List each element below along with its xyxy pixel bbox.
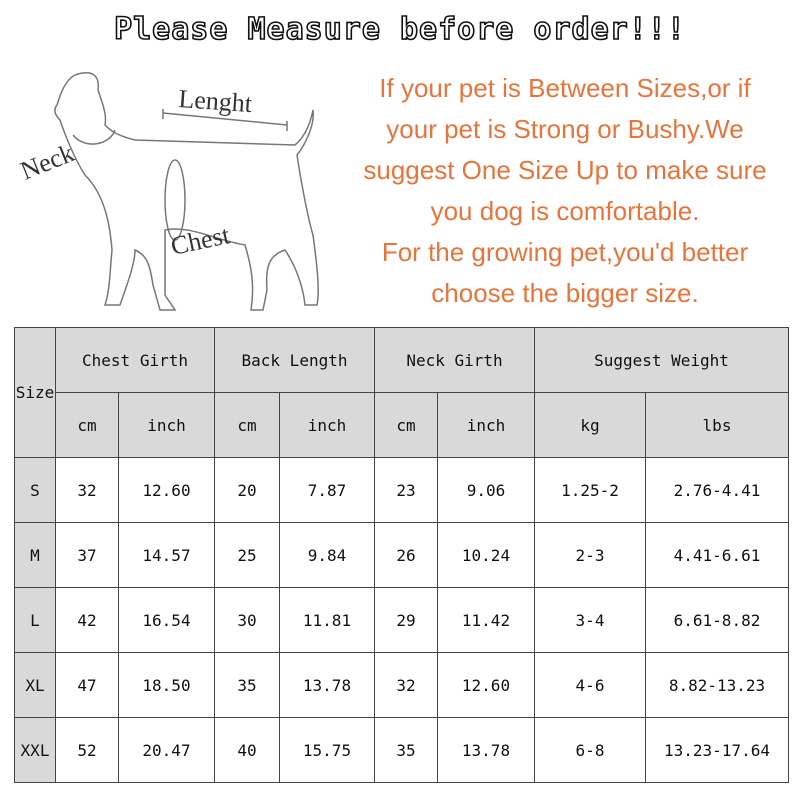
value-cell: 32 (374, 652, 438, 718)
neck-label: Neck (16, 138, 78, 185)
advice-line: you dog is comfortable. (430, 196, 700, 226)
value-cell: 25 (214, 522, 280, 588)
advice-line: For the growing pet,you'd better (381, 237, 749, 267)
size-chart-table: Size Chest Girth Back Length Neck Girth … (14, 327, 789, 783)
size-cell: XXL (14, 717, 56, 783)
advice-line: choose the bigger size. (431, 278, 699, 308)
table-row: L 42 16.54 30 11.81 29 11.42 3-4 6.61-8.82 (14, 587, 789, 653)
value-cell: 10.24 (437, 522, 535, 588)
unit-header: lbs (645, 392, 789, 458)
dog-measurement-diagram: Lenght Neck Chest (16, 72, 319, 311)
value-cell: 40 (214, 717, 280, 783)
value-cell: 18.50 (118, 652, 215, 718)
value-cell: 26 (374, 522, 438, 588)
size-header: Size (14, 327, 56, 458)
value-cell: 29 (374, 587, 438, 653)
table-row: M 37 14.57 25 9.84 26 10.24 2-3 4.41-6.61 (14, 522, 789, 588)
value-cell: 12.60 (437, 652, 535, 718)
unit-header: inch (437, 392, 535, 458)
dog-outline-icon (54, 72, 319, 311)
size-cell: M (14, 522, 56, 588)
value-cell: 4.41-6.61 (645, 522, 789, 588)
value-cell: 6-8 (534, 717, 646, 783)
size-cell: S (14, 457, 56, 523)
table-row: XL 47 18.50 35 13.78 32 12.60 4-6 8.82-13.23 (14, 652, 789, 718)
value-cell: 9.06 (437, 457, 535, 523)
value-cell: 35 (374, 717, 438, 783)
value-cell: 7.87 (279, 457, 375, 523)
value-cell: 20 (214, 457, 280, 523)
advice-line: suggest One Size Up to make sure (363, 155, 767, 185)
table-row: S 32 12.60 20 7.87 23 9.06 1.25-2 2.76-4.41 (14, 457, 789, 523)
page-title: Please Measure before order!!! (113, 11, 686, 48)
value-cell: 4-6 (534, 652, 646, 718)
value-cell: 16.54 (118, 587, 215, 653)
value-cell: 42 (55, 587, 119, 653)
value-cell: 20.47 (118, 717, 215, 783)
unit-header: cm (214, 392, 280, 458)
advice-line: your pet is Strong or Bushy.We (386, 114, 744, 144)
unit-header: kg (534, 392, 646, 458)
value-cell: 2.76-4.41 (645, 457, 789, 523)
value-cell: 13.78 (279, 652, 375, 718)
sizing-advice: If your pet is Between Sizes,or if your … (340, 68, 790, 314)
unit-header: inch (279, 392, 375, 458)
table-row: XXL 52 20.47 40 15.75 35 13.78 6-8 13.23-17.64 (14, 717, 789, 783)
advice-line: If your pet is Between Sizes,or if (379, 73, 751, 103)
value-cell: 2-3 (534, 522, 646, 588)
value-cell: 23 (374, 457, 438, 523)
length-label: Lenght (178, 84, 254, 118)
group-header: Suggest Weight (534, 327, 789, 393)
unit-header: cm (374, 392, 438, 458)
chest-label: Chest (168, 220, 233, 261)
size-cell: XL (14, 652, 56, 718)
value-cell: 47 (55, 652, 119, 718)
group-header: Neck Girth (374, 327, 535, 393)
unit-header: inch (118, 392, 215, 458)
value-cell: 52 (55, 717, 119, 783)
value-cell: 32 (55, 457, 119, 523)
value-cell: 3-4 (534, 587, 646, 653)
value-cell: 1.25-2 (534, 457, 646, 523)
value-cell: 35 (214, 652, 280, 718)
value-cell: 6.61-8.82 (645, 587, 789, 653)
value-cell: 14.57 (118, 522, 215, 588)
value-cell: 11.81 (279, 587, 375, 653)
value-cell: 13.23-17.64 (645, 717, 789, 783)
value-cell: 30 (214, 587, 280, 653)
value-cell: 37 (55, 522, 119, 588)
value-cell: 8.82-13.23 (645, 652, 789, 718)
value-cell: 11.42 (437, 587, 535, 653)
value-cell: 13.78 (437, 717, 535, 783)
value-cell: 12.60 (118, 457, 215, 523)
value-cell: 15.75 (279, 717, 375, 783)
size-cell: L (14, 587, 56, 653)
unit-header: cm (55, 392, 119, 458)
group-header: Chest Girth (55, 327, 215, 393)
value-cell: 9.84 (279, 522, 375, 588)
group-header: Back Length (214, 327, 375, 393)
